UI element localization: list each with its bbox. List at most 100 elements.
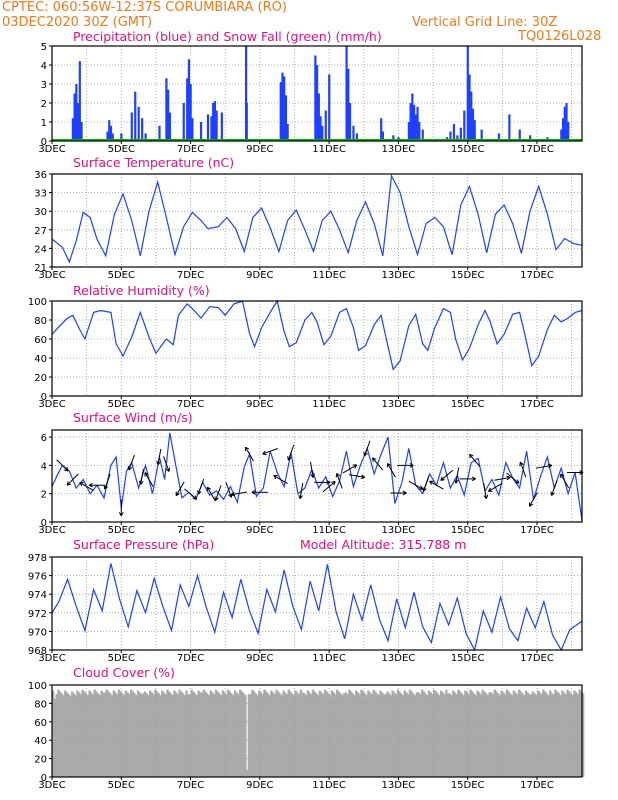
cloud-cover-bar [254, 693, 257, 777]
cloud-cover-bar [497, 693, 500, 777]
cloud-cover-bar [561, 690, 564, 777]
cloud-cover-bar [304, 695, 308, 777]
cloud-cover-bar [152, 694, 155, 777]
cloud-cover-bar [116, 694, 119, 777]
y-tick-label: 976 [28, 572, 47, 583]
wind-arrow-head [120, 512, 124, 517]
x-tick-label-9DEC: 9DEC [246, 525, 273, 536]
wind-arrow [336, 473, 343, 489]
wind-arrow [469, 453, 481, 467]
cloud-cover-bar [291, 693, 294, 777]
cloud-cover-bar [403, 690, 406, 777]
cloud-cover-bar [270, 690, 273, 777]
cloud-cover-bar [74, 695, 77, 777]
x-tick-label-3DEC: 3DEC [38, 780, 65, 791]
cloud-cover-bar [275, 689, 278, 777]
cloud-cover-bar [258, 690, 261, 777]
cloud-cover-bar [348, 689, 351, 777]
cloud-cover-bar [292, 695, 296, 777]
precipitation-bar [449, 131, 452, 141]
cloud-cover-bar [213, 694, 216, 777]
cloud-cover-bar [204, 691, 207, 777]
cloud-cover-bar [512, 690, 516, 777]
cloud-cover-bar [514, 692, 517, 777]
cloud-cover-bar [297, 694, 301, 777]
wind-arrow-head [273, 475, 277, 480]
wind-arrow-head [560, 473, 565, 477]
wind-arrow-head [88, 484, 93, 488]
precipitation-bar [518, 129, 521, 141]
cloud-cover-bar [448, 693, 451, 777]
cloud-cover-bar [441, 692, 445, 777]
x-tick-label-17DEC: 17DEC [520, 653, 554, 664]
cloud-cover-bar [90, 692, 93, 777]
panel-title: Cloud Cover (%) [73, 665, 175, 680]
precipitation-bar [328, 74, 331, 141]
cloud-cover-bar [457, 689, 460, 777]
y-tick-label: 27 [34, 226, 47, 237]
wind-arrow [175, 481, 185, 496]
precipitation-bar [497, 133, 501, 141]
wind-arrow-head [336, 473, 341, 477]
cloud-cover-bar [370, 694, 374, 777]
cloud-cover-bar [325, 691, 328, 777]
x-tick-label-5DEC: 5DEC [108, 525, 135, 536]
y-tick-label: 20 [34, 373, 47, 384]
panel-frame [51, 45, 583, 142]
cloud-cover-bar [226, 689, 230, 777]
x-tick-label-15DEC: 15DEC [451, 144, 485, 155]
precipitation-bar [167, 89, 170, 141]
precipitation-bar [199, 122, 203, 141]
wind-arrow [245, 446, 254, 462]
cloud-cover-bar [107, 691, 110, 777]
wind-arrow-head [550, 491, 553, 496]
panel-background [52, 430, 582, 522]
precipitation-bar [414, 114, 417, 141]
cloud-cover-bar [490, 692, 493, 777]
cloud-cover-bar [351, 693, 354, 777]
cloud-cover-bar [400, 693, 403, 777]
wind-arrow-head [194, 495, 198, 500]
cloud-cover-bar [530, 694, 533, 777]
wind-arrow-head [251, 491, 256, 495]
cloud-cover-bar [519, 691, 522, 777]
cloud-cover-bar [398, 691, 401, 777]
x-tick-label-15DEC: 15DEC [451, 780, 485, 791]
precipitation-bar [73, 93, 76, 141]
cloud-cover-bar [98, 695, 102, 777]
precipitation-bar [421, 129, 424, 141]
cloud-cover-bar [162, 692, 166, 777]
x-tick-label-15DEC: 15DEC [451, 525, 485, 536]
cloud-cover-bar [474, 695, 477, 777]
wind-arrow-head [506, 477, 511, 481]
wind-arrow-head [547, 463, 552, 466]
cloud-cover-bar [327, 693, 330, 777]
cloud-cover-bar [131, 691, 135, 777]
cloud-cover-bar [164, 694, 167, 777]
cloud-cover-bar [467, 694, 471, 777]
wind-arrow-head [128, 467, 133, 471]
cloud-cover-bar [391, 690, 394, 777]
wind-arrow-head [455, 479, 459, 484]
wind-arrow [66, 473, 79, 486]
wind-arrow-head [251, 489, 256, 493]
y-tick-label: 100 [28, 681, 47, 692]
cloud-cover-bar [483, 691, 486, 777]
x-tick-label-9DEC: 9DEC [246, 399, 273, 410]
precipitation-bar [215, 110, 218, 141]
panel-title: Surface Temperature (nC) [73, 155, 234, 170]
precipitation-bar [381, 131, 385, 141]
cloud-cover-bar [374, 691, 377, 777]
x-tick-label-17DEC: 17DEC [520, 270, 554, 281]
cloud-cover-bar [69, 696, 72, 777]
cloud-cover-bar [97, 693, 100, 777]
wind-arrow-head [299, 495, 303, 500]
cloud-cover-bar [280, 695, 283, 777]
cloud-cover-bar [388, 693, 391, 777]
cloud-cover-bar [317, 695, 320, 777]
cloud-cover-bar [81, 689, 84, 777]
cloud-cover-bar [200, 692, 204, 777]
wind-arrow-head [361, 474, 366, 478]
precipitation-bar [187, 59, 191, 141]
cloud-cover-bar [67, 694, 70, 777]
